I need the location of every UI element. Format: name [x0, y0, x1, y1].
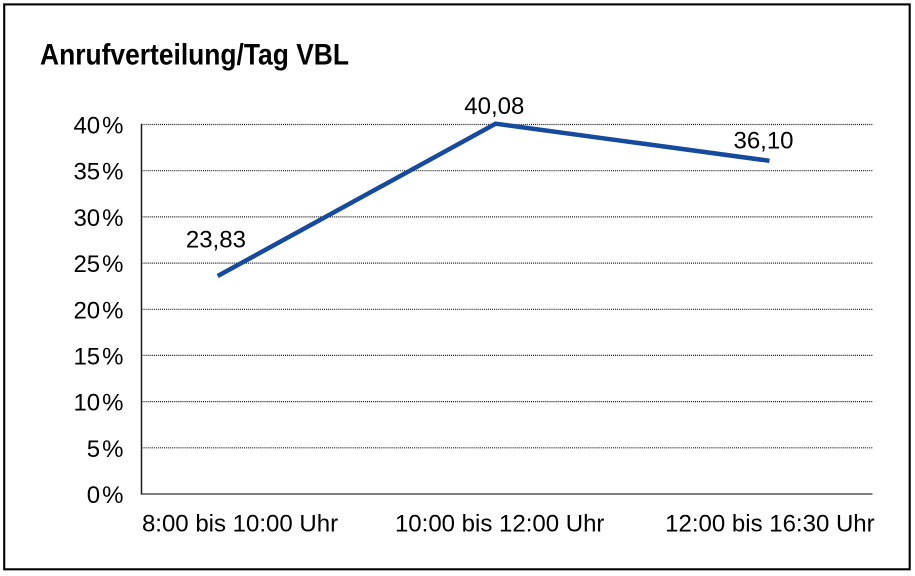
svg-text:35 %: 35 %: [73, 159, 123, 186]
svg-text:5 %: 5 %: [87, 436, 124, 463]
svg-text:15 %: 15 %: [73, 343, 123, 370]
svg-text:8:00 bis 10:00 Uhr: 8:00 bis 10:00 Uhr: [142, 511, 338, 538]
svg-text:10:00 bis 12:00 Uhr: 10:00 bis 12:00 Uhr: [395, 511, 604, 538]
svg-text:36,10: 36,10: [733, 128, 793, 155]
svg-text:25 %: 25 %: [73, 251, 123, 278]
svg-text:20 %: 20 %: [73, 297, 123, 324]
svg-text:40,08: 40,08: [464, 93, 524, 120]
svg-text:12:00 bis 16:30 Uhr: 12:00 bis 16:30 Uhr: [665, 511, 874, 538]
svg-text:23,83: 23,83: [186, 227, 246, 254]
svg-text:0 %: 0 %: [87, 482, 124, 509]
svg-text:40 %: 40 %: [73, 113, 123, 140]
svg-text:10 %: 10 %: [73, 390, 123, 417]
svg-text:30 %: 30 %: [73, 205, 123, 232]
svg-text:Anrufverteilung/Tag VBL: Anrufverteilung/Tag VBL: [40, 39, 349, 72]
